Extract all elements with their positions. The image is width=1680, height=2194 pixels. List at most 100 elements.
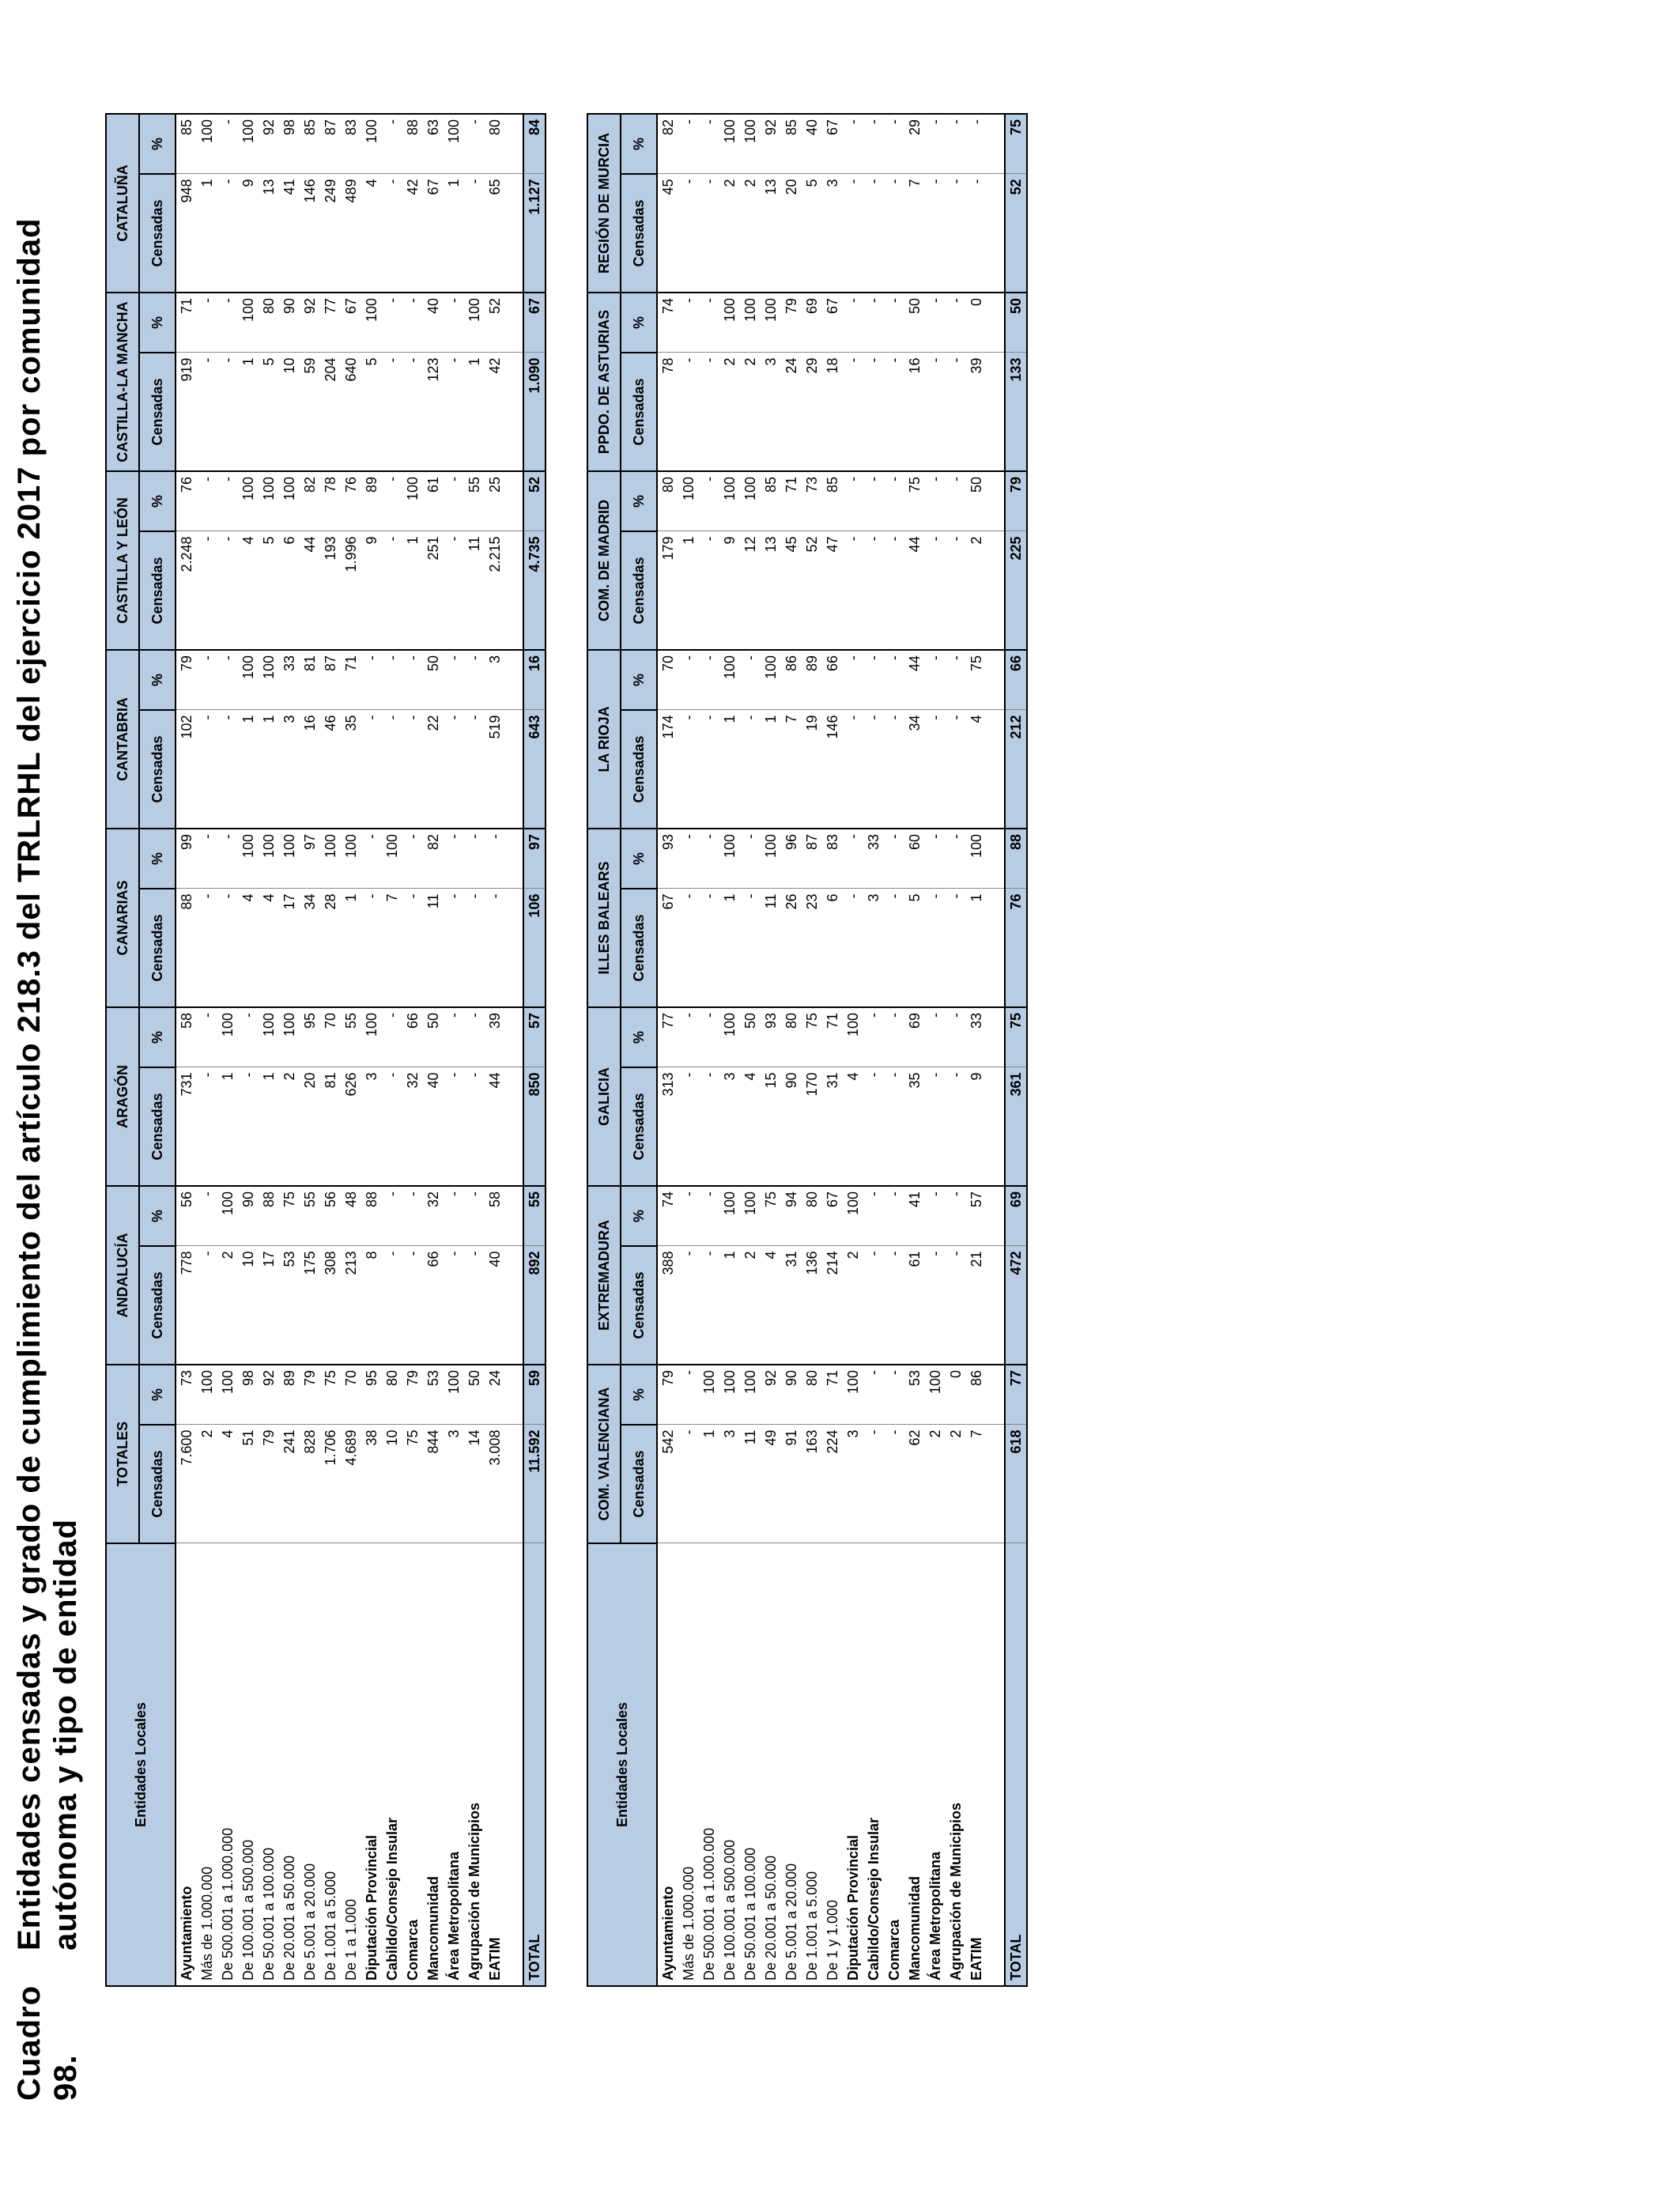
group-name: PPDO. DE ASTURIAS bbox=[587, 293, 621, 471]
column-header: % bbox=[139, 1186, 176, 1246]
data-row: De 100.001 a 500.000 51 98 10 90- -4 100 1 100 4 1… bbox=[238, 114, 259, 1986]
percent-cell: - bbox=[699, 471, 719, 531]
percent-cell: 80 bbox=[781, 1007, 802, 1067]
percent-cell: 92 bbox=[259, 1365, 279, 1425]
count-cell: - bbox=[402, 353, 423, 471]
count-cell: 7.600 bbox=[176, 1425, 197, 1543]
spacer-cell bbox=[505, 531, 523, 650]
count-cell: 17 bbox=[279, 889, 300, 1007]
table-body: Ayuntamiento 7.600 73 778 56 731 58 88 99 102 79 2.… bbox=[176, 114, 546, 1986]
percent-cell: 71 bbox=[176, 293, 197, 353]
percent-cell: - bbox=[382, 293, 402, 353]
percent-cell: 89 bbox=[361, 471, 382, 531]
percent-cell: - bbox=[925, 114, 946, 174]
percent-cell: 80 bbox=[802, 1186, 822, 1246]
percent-cell: - bbox=[863, 650, 884, 710]
percent-cell: - bbox=[740, 650, 761, 710]
row-label: Área Metropolitana bbox=[444, 1543, 464, 1986]
count-cell: 28 bbox=[320, 889, 341, 1007]
count-cell: 7 bbox=[382, 889, 402, 1007]
group-name: CASTILLA Y LEÓN bbox=[106, 471, 139, 650]
count-cell: 175 bbox=[300, 1246, 320, 1365]
column-header: % bbox=[621, 114, 657, 174]
count-cell: - bbox=[884, 1425, 904, 1543]
count-cell: - bbox=[699, 353, 719, 471]
spacer-cell bbox=[987, 829, 1005, 889]
count-cell: 1 bbox=[761, 710, 781, 829]
percent-cell: 80 bbox=[382, 1365, 402, 1425]
count-cell: 136 bbox=[802, 1246, 822, 1365]
count-cell: 2 bbox=[740, 353, 761, 471]
percent-cell: 98 bbox=[238, 1365, 259, 1425]
count-cell: - bbox=[678, 1067, 699, 1186]
count-cell: 39 bbox=[966, 353, 987, 471]
percent-cell: 79 bbox=[1005, 471, 1027, 531]
count-cell: 18 bbox=[822, 353, 843, 471]
count-cell: 3 bbox=[361, 1067, 382, 1186]
count-cell: 106 bbox=[523, 889, 546, 1007]
data-row: Mancomunidad 844 53 66 32 40 50 11 82 22 50 251 61 12… bbox=[423, 114, 444, 1986]
row-label: De 5.001 a 20.000 bbox=[781, 1543, 802, 1986]
count-cell: - bbox=[925, 174, 946, 293]
column-header: % bbox=[621, 471, 657, 531]
count-cell: 79 bbox=[259, 1425, 279, 1543]
percent-cell: - bbox=[382, 114, 402, 174]
row-label: De 100.001 a 500.000 bbox=[719, 1543, 740, 1986]
percent-cell: 50 bbox=[904, 293, 925, 353]
count-cell: 32 bbox=[402, 1067, 423, 1186]
data-row: Más de 1.000.000- - - - - - - - - -1 100- - - - bbox=[678, 114, 699, 1986]
count-cell: - bbox=[464, 1246, 485, 1365]
column-header: % bbox=[621, 1365, 657, 1425]
data-row: Mancomunidad 62 53 61 41 35 69 5 60 34 44 44 75 16 50 7… bbox=[904, 114, 925, 1986]
count-cell: 6 bbox=[279, 531, 300, 650]
percent-cell: - bbox=[946, 1007, 966, 1067]
percent-cell: 74 bbox=[657, 293, 678, 353]
percent-cell: 60 bbox=[904, 829, 925, 889]
percent-cell: 86 bbox=[781, 650, 802, 710]
count-cell: 4.689 bbox=[341, 1425, 361, 1543]
count-cell: 249 bbox=[320, 174, 341, 293]
count-cell: 224 bbox=[822, 1425, 843, 1543]
spacer-cell bbox=[505, 889, 523, 1007]
percent-cell: 100 bbox=[238, 650, 259, 710]
count-cell: 519 bbox=[485, 710, 505, 829]
row-label: De 1 a 1.000 bbox=[341, 1543, 361, 1986]
percent-cell: 75 bbox=[1005, 1007, 1027, 1067]
data-row: Cabildo/Consejo Insular - - - - - -3 33- - - - - - - - bbox=[863, 114, 884, 1986]
percent-cell: 80 bbox=[657, 471, 678, 531]
count-cell: 12 bbox=[740, 531, 761, 650]
column-header: Censadas bbox=[621, 1246, 657, 1365]
row-label: De 20.001 a 50.000 bbox=[279, 1543, 300, 1986]
total-row: TOTAL 11.592 59 892 55 850 57 106 97 643 16 4.735 52… bbox=[523, 114, 546, 1986]
count-cell: - bbox=[699, 1067, 719, 1186]
percent-cell: - bbox=[946, 650, 966, 710]
percent-cell: 69 bbox=[802, 293, 822, 353]
percent-cell: 100 bbox=[966, 829, 987, 889]
count-cell: 42 bbox=[485, 353, 505, 471]
count-cell: 1 bbox=[719, 1246, 740, 1365]
row-label: Diputación Provincial bbox=[843, 1543, 863, 1986]
percent-cell: - bbox=[699, 650, 719, 710]
count-cell: 19 bbox=[802, 710, 822, 829]
count-cell: - bbox=[382, 1246, 402, 1365]
count-cell: - bbox=[699, 710, 719, 829]
count-cell: 472 bbox=[1005, 1246, 1027, 1365]
count-cell: - bbox=[444, 1246, 464, 1365]
count-cell: 4 bbox=[238, 889, 259, 1007]
count-cell: 2 bbox=[217, 1246, 238, 1365]
percent-cell: 52 bbox=[523, 471, 546, 531]
percent-cell: - bbox=[197, 1186, 217, 1246]
percent-cell: 89 bbox=[802, 650, 822, 710]
percent-cell: 75 bbox=[802, 1007, 822, 1067]
count-cell: - bbox=[197, 1246, 217, 1365]
count-cell: 361 bbox=[1005, 1067, 1027, 1186]
percent-cell: - bbox=[863, 293, 884, 353]
row-label: De 100.001 a 500.000 bbox=[238, 1543, 259, 1986]
percent-cell: - bbox=[238, 1007, 259, 1067]
count-cell: 1.090 bbox=[523, 353, 546, 471]
row-label: Diputación Provincial bbox=[361, 1543, 382, 1986]
percent-cell: 92 bbox=[259, 114, 279, 174]
count-cell: 1.127 bbox=[523, 174, 546, 293]
count-cell: - bbox=[382, 174, 402, 293]
count-cell: - bbox=[843, 531, 863, 650]
